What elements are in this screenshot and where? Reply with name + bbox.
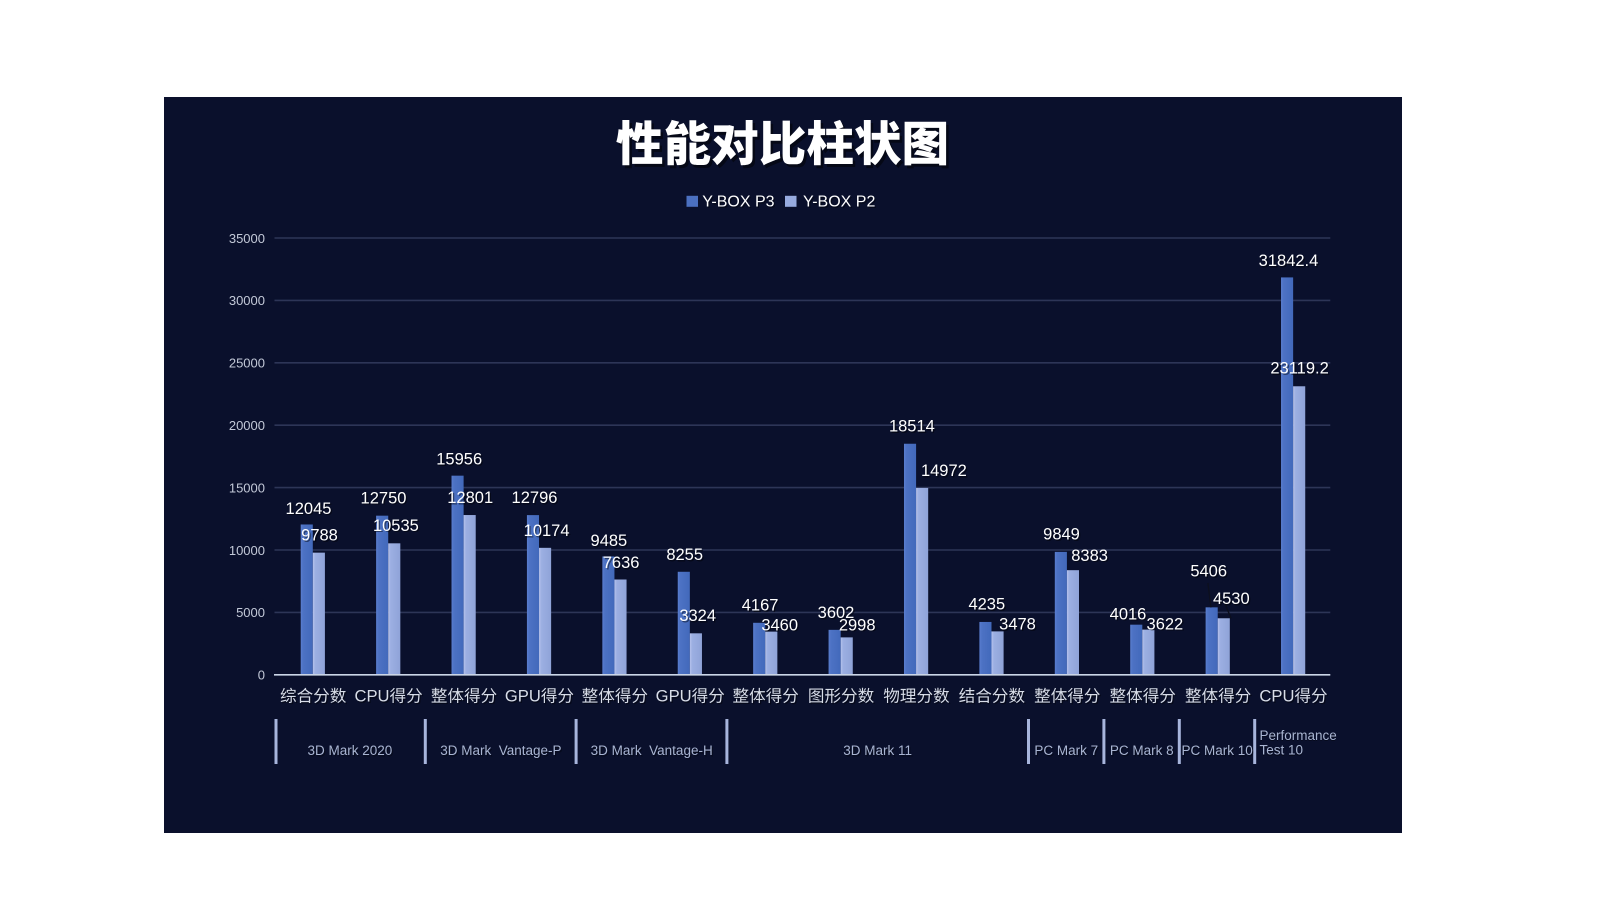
svg-text:PC Mark 10: PC Mark 10 <box>1181 743 1252 758</box>
svg-text:2998: 2998 <box>839 616 876 634</box>
svg-text:4167: 4167 <box>742 596 779 614</box>
svg-text:3460: 3460 <box>761 616 798 634</box>
svg-text:12750: 12750 <box>362 491 408 509</box>
svg-text:Performance: Performance <box>1260 729 1337 744</box>
svg-text:Y-BOX P2: Y-BOX P2 <box>803 194 875 211</box>
svg-text:4235: 4235 <box>970 597 1007 615</box>
svg-text:20000: 20000 <box>229 418 265 433</box>
svg-text:9788: 9788 <box>301 527 338 545</box>
svg-text:10174: 10174 <box>525 524 571 542</box>
svg-text:9788: 9788 <box>303 528 340 546</box>
svg-text:GPU: GPU <box>506 688 542 707</box>
svg-text:10535: 10535 <box>373 517 419 535</box>
svg-text:5000: 5000 <box>236 605 265 620</box>
svg-text:5406: 5406 <box>1192 564 1229 582</box>
svg-text:14972: 14972 <box>922 463 968 481</box>
svg-text:PC Mark 8: PC Mark 8 <box>1110 743 1174 758</box>
svg-text:PC Mark 7: PC Mark 7 <box>1034 743 1098 758</box>
svg-text:4530: 4530 <box>1213 590 1250 608</box>
svg-text:3602: 3602 <box>818 604 855 622</box>
svg-text:2998: 2998 <box>840 618 877 636</box>
svg-text:4016: 4016 <box>1110 605 1147 623</box>
svg-text:4167: 4167 <box>743 598 780 616</box>
svg-text:3622: 3622 <box>1147 615 1184 633</box>
svg-text:23119.2: 23119.2 <box>1272 361 1330 379</box>
svg-text:CPU: CPU <box>1261 688 1296 707</box>
svg-text:15000: 15000 <box>229 480 265 495</box>
svg-text:Y-BOX P3: Y-BOX P3 <box>704 195 776 212</box>
svg-text:3602: 3602 <box>819 605 856 623</box>
svg-text:31842.4: 31842.4 <box>1260 254 1320 272</box>
svg-text:0: 0 <box>258 668 265 683</box>
svg-text:12801: 12801 <box>449 491 495 509</box>
svg-text:8383: 8383 <box>1073 548 1110 566</box>
svg-text:9849: 9849 <box>1043 526 1080 544</box>
svg-text:12045: 12045 <box>287 501 333 519</box>
svg-text:15956: 15956 <box>436 451 482 469</box>
svg-text:Y-BOX P3: Y-BOX P3 <box>702 194 774 211</box>
svg-text:12750: 12750 <box>361 489 407 507</box>
svg-text:30000: 30000 <box>229 293 265 308</box>
svg-text:GPU: GPU <box>656 687 692 706</box>
svg-text:35000: 35000 <box>229 231 265 246</box>
svg-text:3460: 3460 <box>763 618 800 636</box>
svg-text:3D Mark Vantage-H: 3D Mark Vantage-H <box>591 743 713 758</box>
svg-text:Y-BOX P2: Y-BOX P2 <box>804 195 876 212</box>
svg-text:3D Mark 2020: 3D Mark 2020 <box>309 744 394 759</box>
svg-text:10535: 10535 <box>374 518 420 536</box>
svg-text:4235: 4235 <box>968 596 1005 614</box>
svg-text:Test 10: Test 10 <box>1260 744 1304 759</box>
svg-text:3D Mark 11: 3D Mark 11 <box>845 744 914 759</box>
svg-text:PC Mark 8: PC Mark 8 <box>1111 744 1175 759</box>
svg-text:10174: 10174 <box>524 522 570 540</box>
svg-text:5406: 5406 <box>1190 563 1227 581</box>
svg-text:12045: 12045 <box>286 500 332 518</box>
svg-text:3324: 3324 <box>681 609 718 627</box>
svg-text:25000: 25000 <box>229 356 265 371</box>
svg-text:3D Mark Vantage-P: 3D Mark Vantage-P <box>440 743 561 758</box>
svg-text:8255: 8255 <box>666 546 703 564</box>
svg-text:9485: 9485 <box>591 532 628 550</box>
svg-text:CPU: CPU <box>354 687 389 706</box>
svg-text:23119.2: 23119.2 <box>1270 360 1328 378</box>
svg-text:7636: 7636 <box>603 554 640 572</box>
svg-text:4530: 4530 <box>1214 592 1251 610</box>
svg-text:7636: 7636 <box>604 555 641 573</box>
svg-text:8383: 8383 <box>1071 547 1108 565</box>
svg-text:3478: 3478 <box>1001 617 1038 635</box>
svg-text:18514: 18514 <box>890 419 936 437</box>
svg-text:3622: 3622 <box>1148 617 1185 635</box>
svg-text:12801: 12801 <box>447 489 493 507</box>
svg-text:CPU: CPU <box>356 688 391 707</box>
svg-text:PC Mark 10: PC Mark 10 <box>1183 744 1254 759</box>
svg-text:14972: 14972 <box>921 462 967 480</box>
svg-text:12796: 12796 <box>512 489 558 507</box>
svg-text:GPU: GPU <box>657 688 693 707</box>
svg-text:Test 10: Test 10 <box>1260 743 1304 758</box>
svg-text:3D Mark Vantage-P: 3D Mark Vantage-P <box>441 744 562 759</box>
svg-text:9485: 9485 <box>592 533 629 551</box>
svg-text:18514: 18514 <box>889 418 935 436</box>
svg-text:31842.4: 31842.4 <box>1259 252 1319 270</box>
svg-text:CPU: CPU <box>1259 687 1294 706</box>
svg-text:15956: 15956 <box>438 452 484 470</box>
svg-text:GPU: GPU <box>505 687 541 706</box>
svg-text:4016: 4016 <box>1111 607 1148 625</box>
svg-text:PC Mark 7: PC Mark 7 <box>1036 744 1100 759</box>
svg-text:3D Mark 11: 3D Mark 11 <box>843 743 912 758</box>
svg-text:8255: 8255 <box>668 547 705 565</box>
svg-text:9849: 9849 <box>1045 527 1082 545</box>
svg-text:Performance: Performance <box>1260 728 1337 743</box>
svg-text:3478: 3478 <box>999 616 1036 634</box>
svg-text:3D Mark Vantage-H: 3D Mark Vantage-H <box>592 744 714 759</box>
svg-text:10000: 10000 <box>229 543 265 558</box>
svg-text:12796: 12796 <box>513 491 559 509</box>
svg-text:3D Mark 2020: 3D Mark 2020 <box>308 743 393 758</box>
svg-text:3324: 3324 <box>679 607 716 625</box>
